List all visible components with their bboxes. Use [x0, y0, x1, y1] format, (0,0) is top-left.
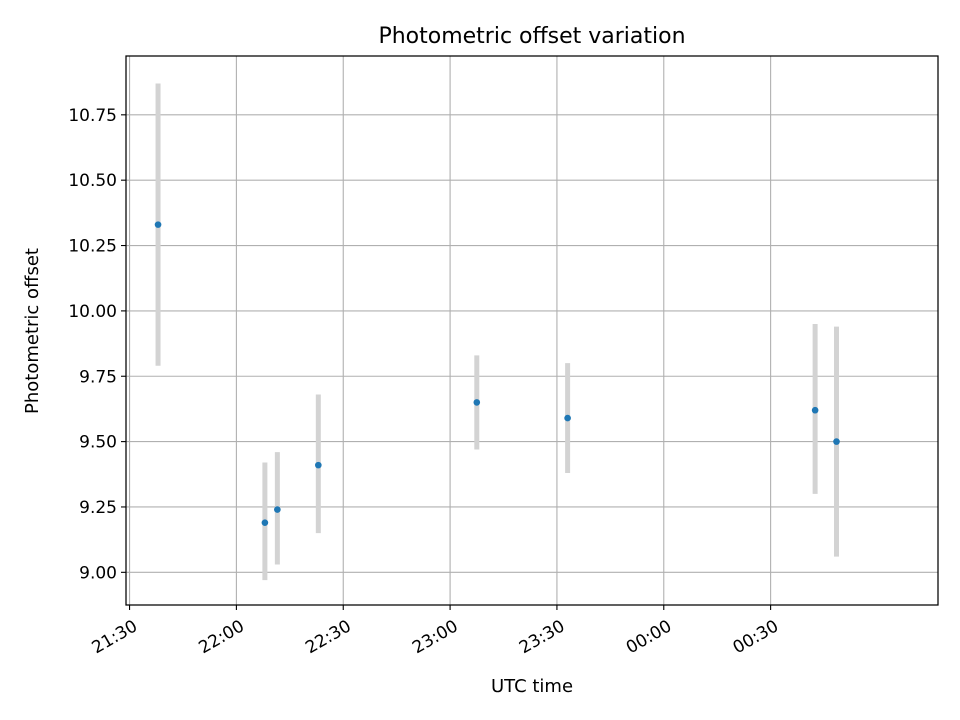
- x-tick-label: 00:30: [730, 616, 782, 658]
- data-point: [274, 506, 281, 513]
- y-tick-label: 10.00: [68, 302, 117, 322]
- y-axis-label: Photometric offset: [22, 248, 43, 414]
- data-point: [811, 406, 819, 414]
- data-point: [833, 438, 840, 445]
- x-axis-label: UTC time: [491, 676, 573, 697]
- x-tick-label: 23:00: [409, 616, 461, 658]
- data-point: [315, 461, 322, 469]
- data-point: [564, 414, 571, 422]
- y-tick-label: 10.50: [68, 171, 117, 191]
- y-tick-label: 9.25: [79, 498, 117, 518]
- y-tick-label: 10.75: [68, 106, 117, 126]
- x-tick-label: 00:00: [623, 616, 675, 658]
- data-point: [261, 519, 269, 526]
- plot-area-frame: [125, 55, 939, 606]
- chart-title: Photometric offset variation: [378, 24, 685, 49]
- axis-ticks: 21:30 22:00 22:30 23:00 23:30 00:00 00:30 9.00 9…: [68, 106, 782, 658]
- y-tick-label: 10.25: [68, 237, 117, 257]
- y-tick-label: 9.00: [79, 563, 117, 583]
- error-bars: [155, 83, 839, 581]
- x-tick-label: 21:30: [89, 616, 141, 658]
- data-point: [154, 221, 162, 228]
- data-points: [154, 221, 840, 526]
- x-tick-label: 23:30: [516, 616, 568, 658]
- y-tick-label: 9.50: [79, 433, 117, 453]
- data-point: [473, 399, 481, 406]
- y-tick-label: 9.75: [79, 367, 117, 387]
- x-tick-label: 22:00: [195, 616, 247, 658]
- x-tick-label: 22:30: [302, 616, 354, 658]
- grid-lines: [126, 56, 938, 605]
